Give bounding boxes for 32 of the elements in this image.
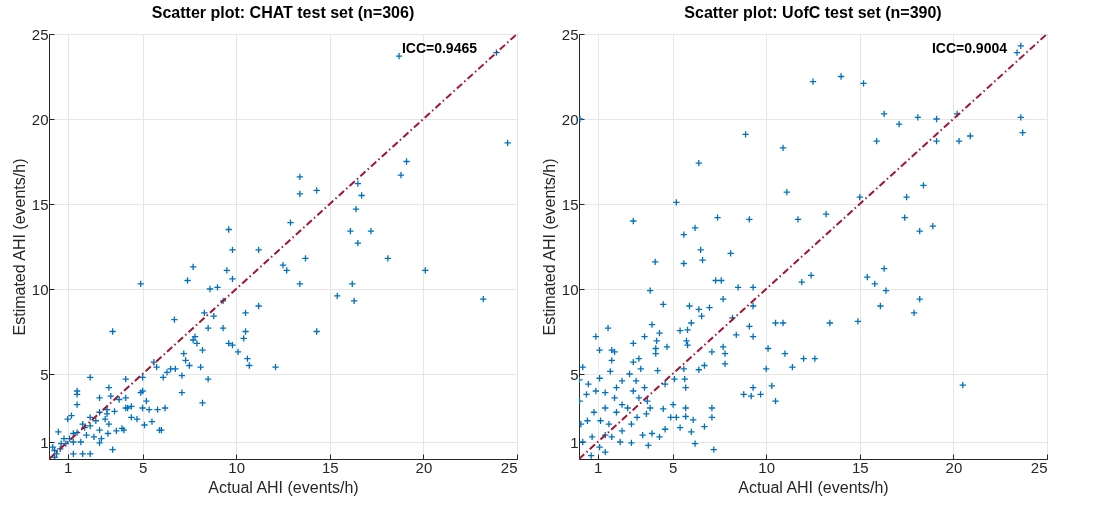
y-tick-label: 25 — [31, 25, 49, 43]
annotation: ICC=0.9465 — [401, 40, 478, 56]
x-tick-label: 10 — [228, 458, 246, 476]
x-tick-label: 1 — [64, 458, 73, 476]
y-tick-label: 1 — [570, 433, 579, 451]
chart-title: Scatter plot: UofC test set (n=390) — [684, 4, 942, 21]
x-tick-label: 1 — [594, 458, 603, 476]
y-tick-label: 20 — [31, 110, 49, 128]
x-tick-label: 20 — [415, 458, 433, 476]
chart-title: Scatter plot: CHAT test set (n=306) — [151, 4, 415, 21]
x-tick-label: 15 — [321, 458, 339, 476]
x-axis-title: Actual AHI (events/h) — [208, 478, 359, 496]
x-tick-label: 15 — [851, 458, 869, 476]
y-tick-label: 1 — [40, 433, 49, 451]
x-tick-label: 20 — [945, 458, 963, 476]
y-tick-label: 10 — [31, 280, 49, 298]
x-tick-label: 5 — [138, 458, 148, 476]
y-tick-label: 5 — [570, 365, 579, 383]
x-tick-label: 10 — [758, 458, 776, 476]
annotation: ICC=0.9004 — [931, 40, 1008, 56]
y-axis-title: Estimated AHI (events/h) — [540, 158, 558, 336]
y-tick-label: 5 — [40, 365, 49, 383]
x-axis-title: Actual AHI (events/h) — [738, 478, 889, 496]
x-tick-label: 25 — [500, 458, 518, 476]
y-axis-title: Estimated AHI (events/h) — [10, 158, 28, 336]
x-tick-label: 25 — [1030, 458, 1048, 476]
y-tick-label: 15 — [31, 195, 49, 213]
y-tick-label: 15 — [561, 195, 579, 213]
x-tick-label: 5 — [668, 458, 678, 476]
y-tick-label: 20 — [561, 110, 579, 128]
y-tick-label: 10 — [561, 280, 579, 298]
y-tick-label: 25 — [561, 25, 579, 43]
